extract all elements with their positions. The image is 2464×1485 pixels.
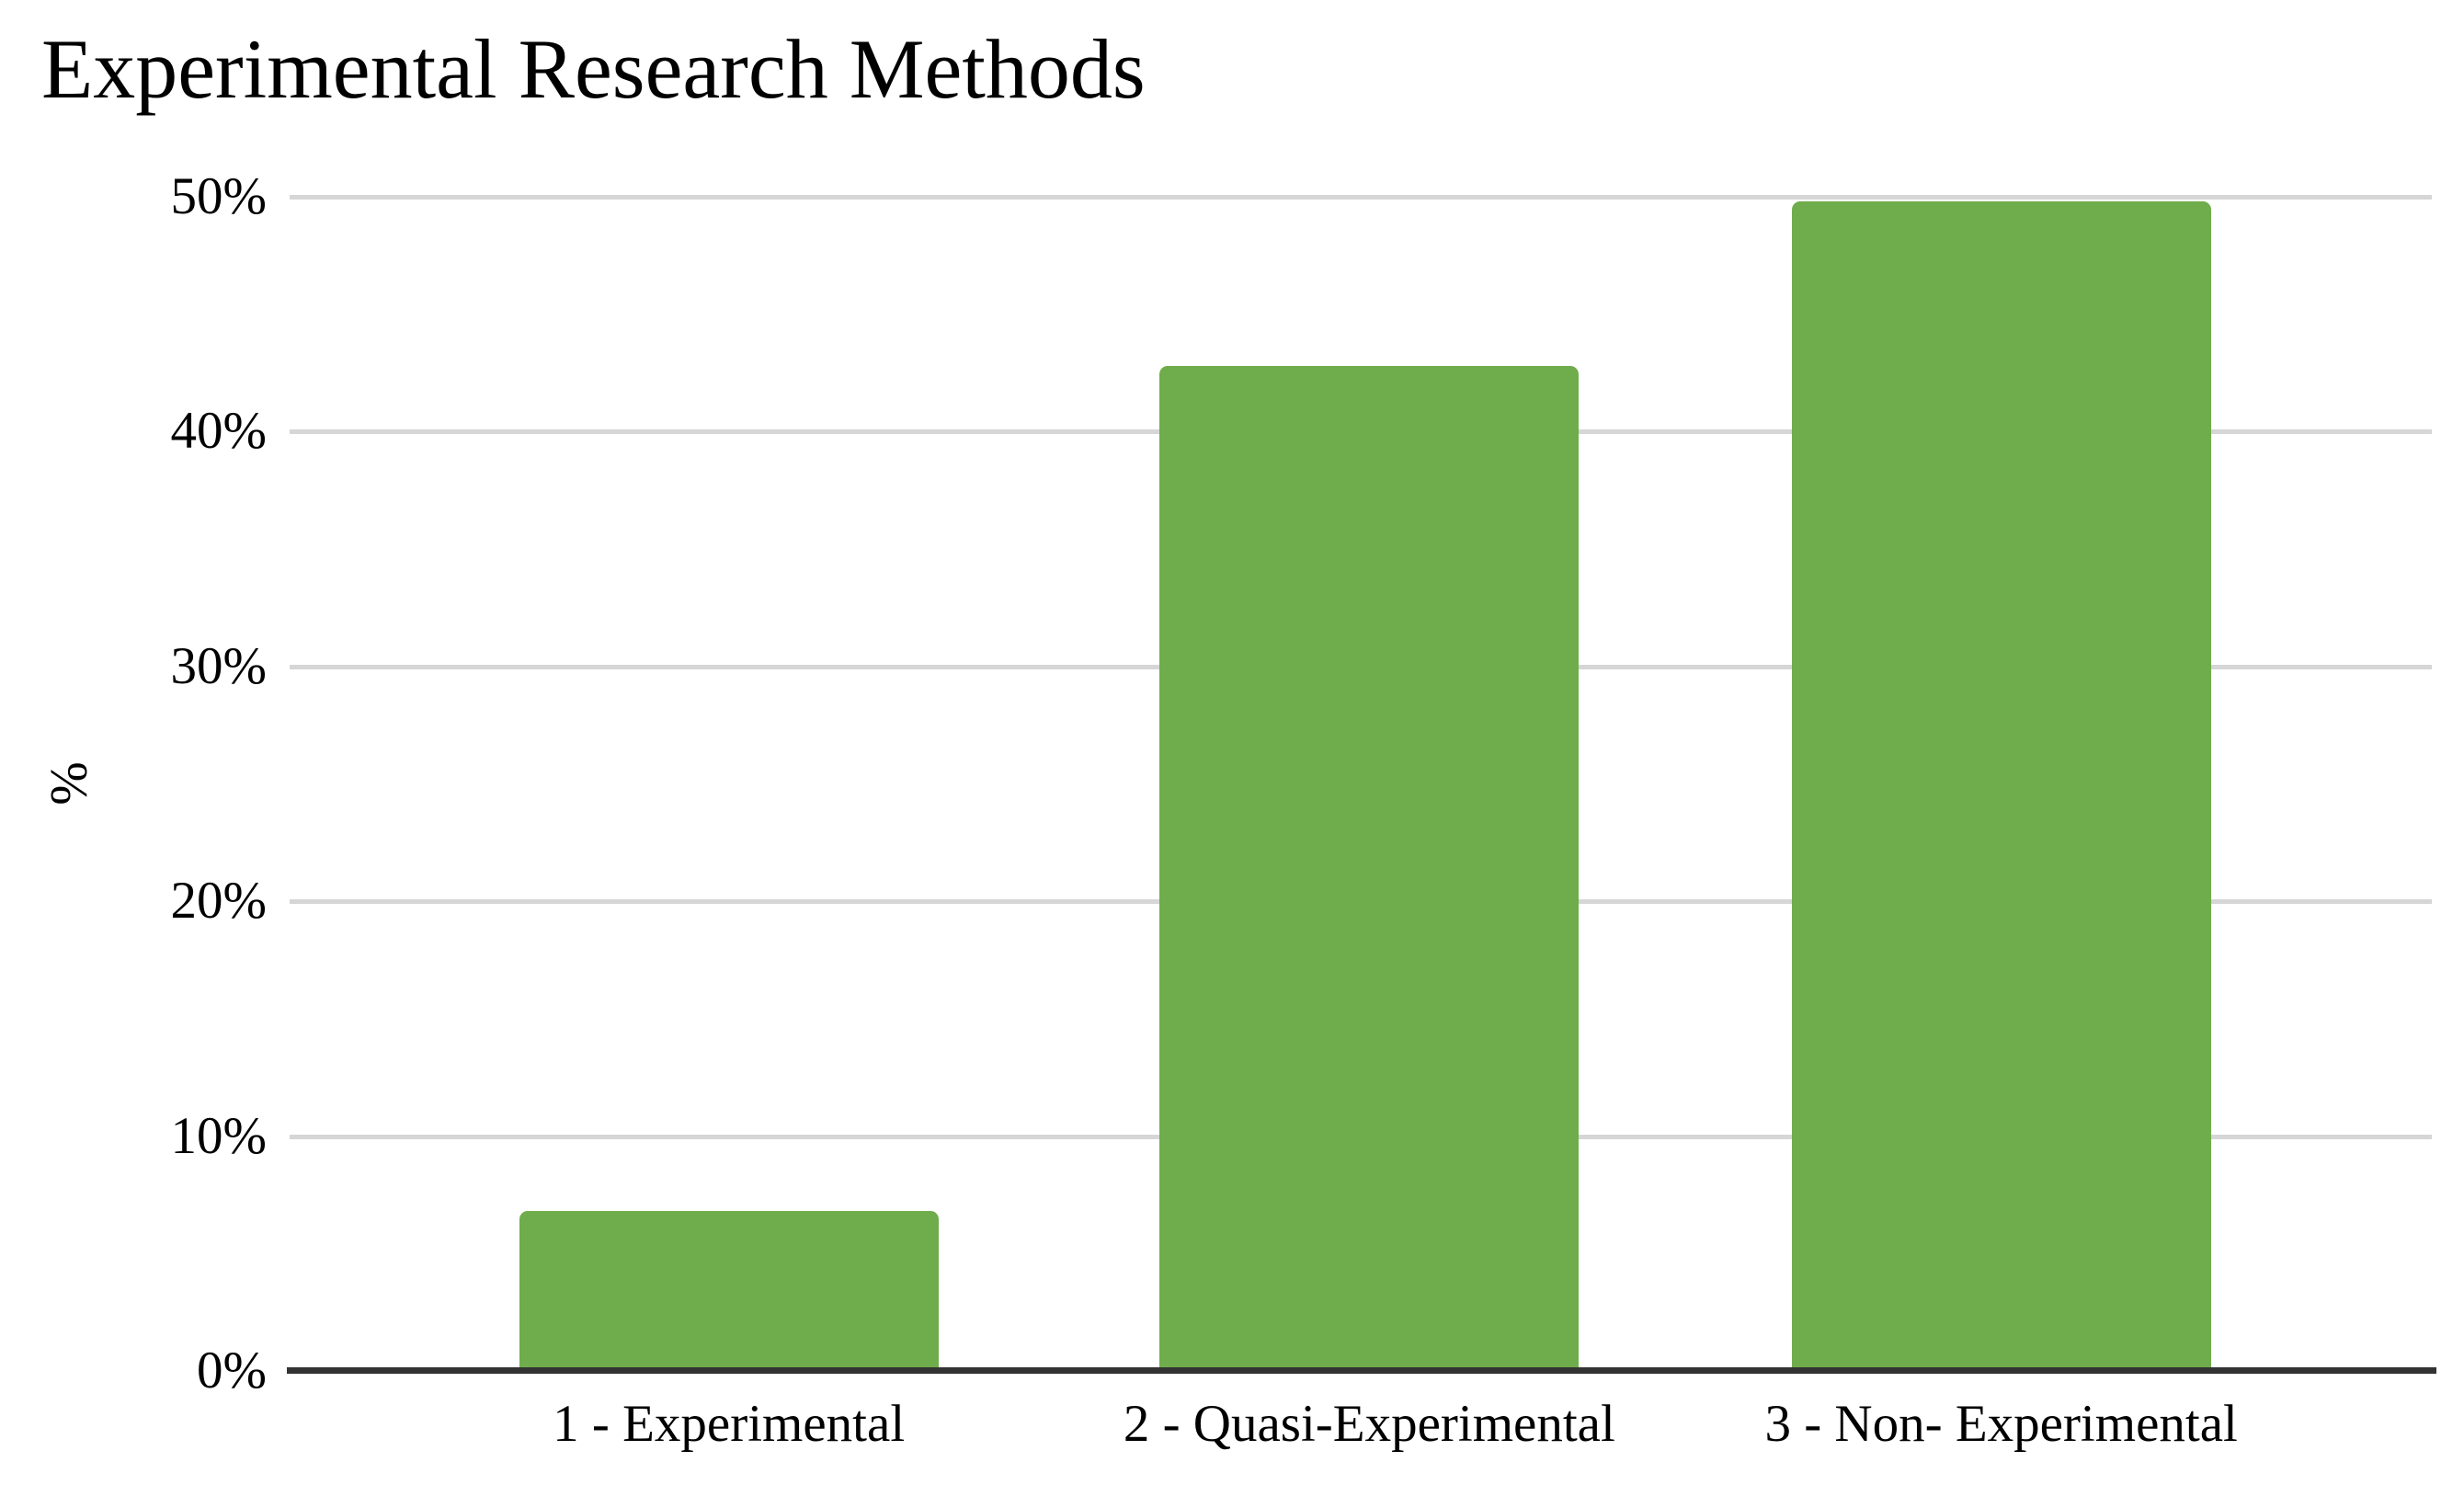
chart-title: Experimental Research Methods <box>41 22 1146 116</box>
x-axis-category-label: 2 - Quasi-Experimental <box>1123 1395 1615 1453</box>
bar-3 <box>1791 201 2211 1371</box>
bar-1 <box>519 1211 939 1371</box>
y-axis-tick-label: 0% <box>197 1342 267 1399</box>
y-axis-tick-label: 40% <box>170 402 267 461</box>
y-axis-tick-label: 50% <box>170 167 267 225</box>
x-axis-category-label: 1 - Experimental <box>553 1395 906 1453</box>
x-axis-line <box>287 1367 2436 1374</box>
y-axis-tick-label: 20% <box>170 872 267 931</box>
y-axis-tick-label: 10% <box>170 1106 267 1165</box>
y-axis-tick-label: 30% <box>170 636 267 695</box>
gridline <box>290 195 2432 200</box>
y-axis-title: % <box>40 761 98 805</box>
x-axis-category-label: 3 - Non- Experimental <box>1764 1395 2238 1453</box>
bar-2 <box>1159 365 1580 1371</box>
plot-area <box>287 195 2436 1374</box>
